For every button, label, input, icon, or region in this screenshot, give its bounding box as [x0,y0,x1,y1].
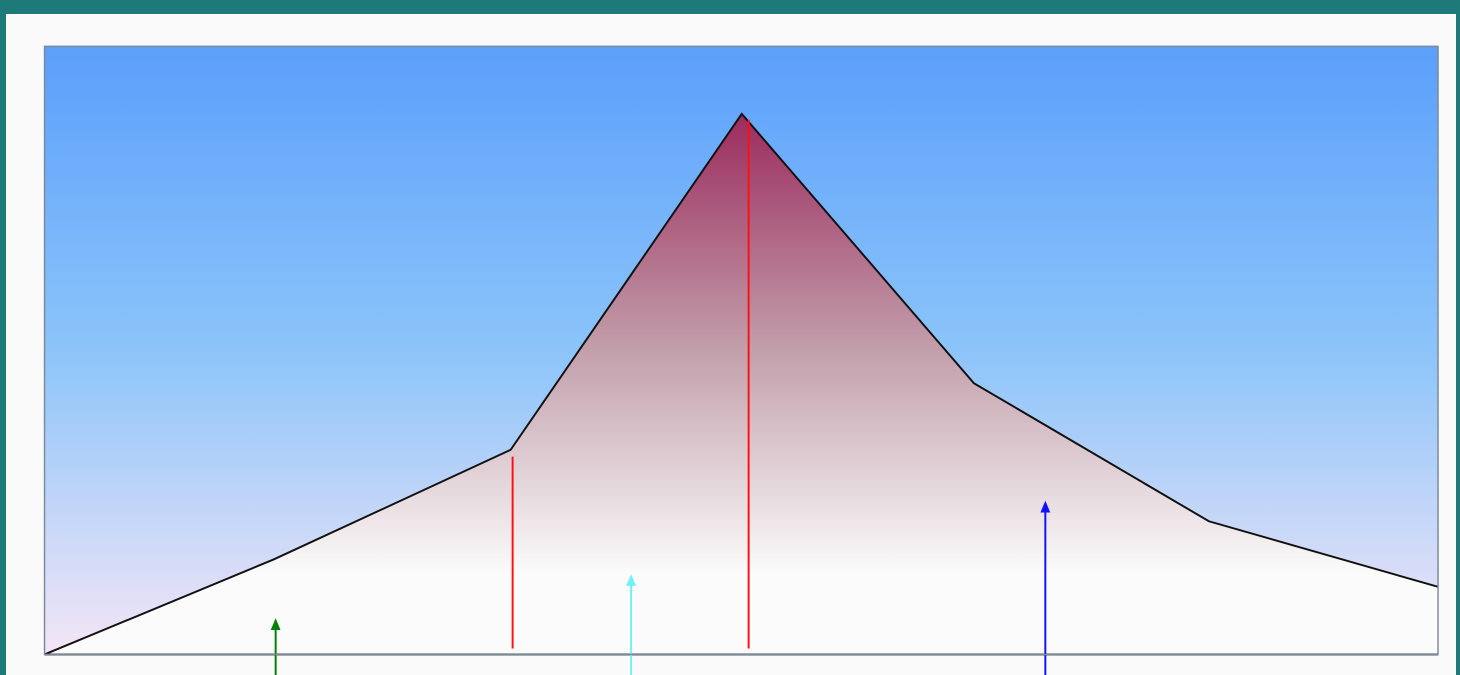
blue-arrow-head [1040,500,1051,513]
mountain-profile-diagram [43,45,1439,675]
mountain-profile [44,113,1439,655]
blue-up-arrow [1040,500,1051,675]
diagram-canvas [6,14,1456,675]
green-up-arrow [270,618,281,675]
cyan-up-arrow [626,574,637,675]
mountain-outline [44,112,1439,656]
cyan-arrow-head [626,574,637,586]
panel-border [43,45,1439,656]
green-arrow-head [270,618,281,630]
